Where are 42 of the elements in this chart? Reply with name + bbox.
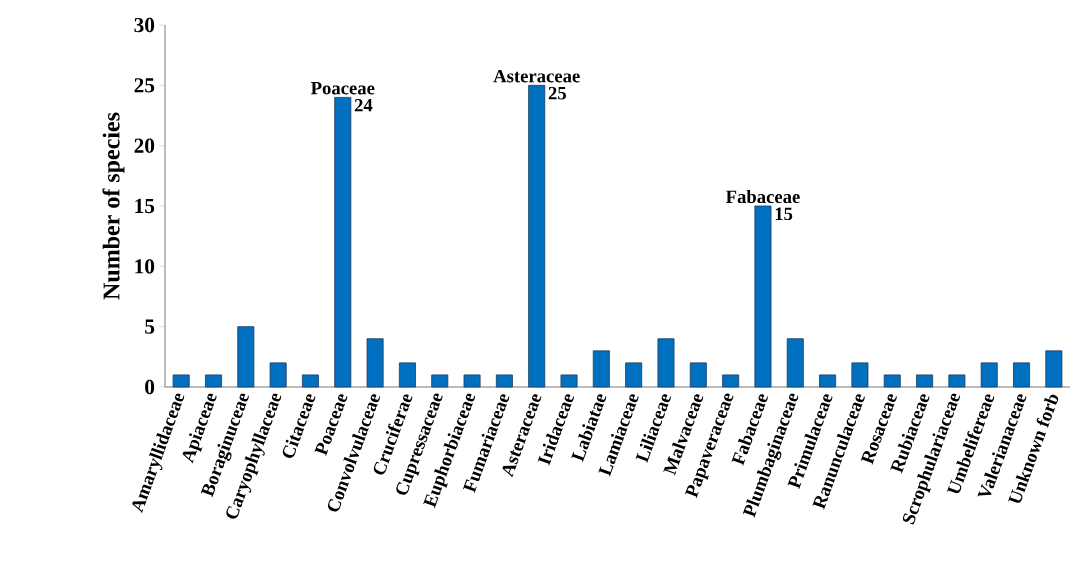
bar [463,374,481,388]
bar [172,374,190,388]
bar [754,205,772,388]
data-label: 15 [775,207,793,221]
y-tick-label: 5 [145,319,155,334]
bar [916,374,934,388]
bar [528,84,546,388]
y-tick-label: 15 [135,198,155,214]
y-tick-label: 20 [134,138,155,153]
bar [269,362,287,388]
bar [1013,362,1030,388]
annotation: Asteraceae [493,69,580,83]
bar [237,326,255,388]
y-tick-label: 0 [145,379,155,395]
bar [819,374,837,388]
bar [722,374,740,388]
bar [431,374,449,388]
bar [948,374,966,388]
bar [625,362,643,388]
y-tick-label: 30 [134,17,155,33]
bar [657,338,675,388]
y-tick-label: 25 [134,78,155,93]
bar [1045,350,1063,388]
bar [689,362,707,388]
bar [495,374,513,388]
annotation: Poaceae [310,82,375,95]
bar [980,362,998,388]
bar [560,374,578,388]
bar [398,362,416,388]
bar [205,374,222,388]
bar [851,362,869,388]
bar [786,338,804,388]
y-tick-label: 10 [135,259,155,274]
data-label: 25 [548,86,566,100]
annotation: Fabaceae [725,189,800,204]
bar [592,350,610,388]
data-label: 24 [354,99,373,112]
bar [366,338,384,388]
y-axis-title: Number of species [102,112,125,300]
bar [301,374,319,388]
bar [883,374,901,388]
bar [334,97,352,388]
